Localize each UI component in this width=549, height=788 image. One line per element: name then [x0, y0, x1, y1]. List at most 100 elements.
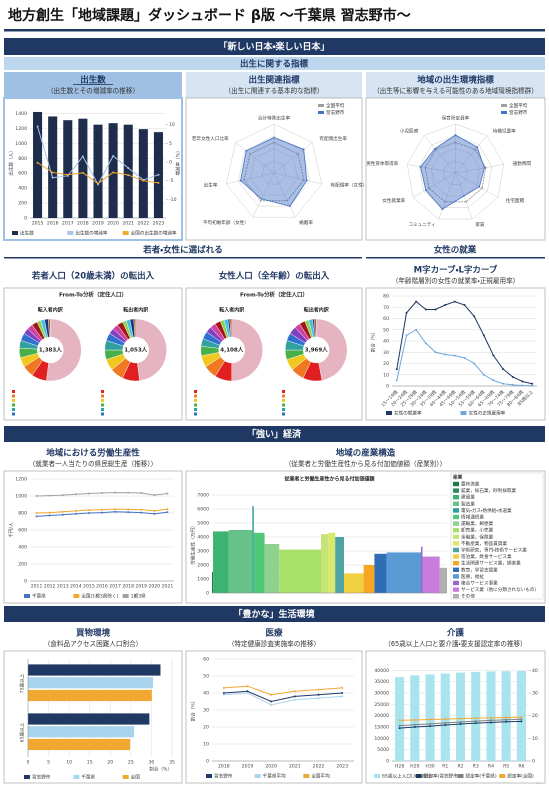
bar [440, 673, 450, 761]
point [511, 383, 514, 386]
chart-frame [185, 650, 363, 784]
legend-swatch [453, 594, 459, 599]
x-tick-label: 2017 [62, 221, 74, 227]
panel-header [4, 72, 182, 98]
point [489, 716, 492, 719]
donut-total: 4,108人 [220, 347, 243, 354]
group-title: 女性の就業 [434, 245, 477, 256]
point [48, 494, 51, 497]
y-tick-label: 600 [18, 528, 27, 534]
bar [63, 120, 73, 218]
bar [228, 530, 253, 593]
axis-label: 出生数（人） [8, 148, 15, 176]
panel-header [186, 72, 362, 98]
legend-swatch [122, 594, 129, 598]
bar [516, 671, 526, 761]
point [127, 491, 130, 494]
point [270, 693, 273, 696]
y-tick-label: 5000 [197, 521, 209, 527]
point [474, 722, 477, 725]
panel-title: 女性人口（全年齢）の転出入 [219, 271, 330, 282]
grid-ring [431, 148, 480, 197]
bar [471, 671, 481, 761]
point [273, 141, 275, 144]
point [114, 510, 117, 513]
point [419, 165, 422, 168]
point [293, 698, 296, 701]
panel-subtitle: （出生に関連する基本的な指標） [225, 86, 324, 95]
legend-label: 出生数の増減率 [75, 230, 108, 237]
y-tick-label: 50 [203, 674, 209, 680]
bar [253, 532, 265, 593]
point [489, 719, 492, 722]
point [270, 703, 273, 706]
point [444, 304, 447, 306]
point [246, 690, 249, 693]
point [476, 146, 479, 149]
panel-title: 地域の出生環境指標 [417, 75, 494, 86]
x-tick-label: 20 [107, 760, 113, 766]
point [483, 166, 486, 169]
legend-label: 情報通信業 [461, 514, 484, 521]
legend-label: 女性の正規雇用率 [469, 410, 506, 417]
spoke [273, 142, 313, 174]
point [246, 692, 249, 694]
point [453, 300, 456, 303]
point [66, 173, 69, 176]
point [87, 512, 90, 514]
chart-frame [3, 470, 183, 604]
donut-slice [231, 318, 263, 382]
legend-label: 千葉県平均 [263, 773, 286, 780]
legend-label: 教育，学習支援業 [461, 566, 498, 573]
point [36, 125, 39, 128]
point [127, 166, 130, 169]
point [249, 153, 251, 155]
legend-label: 農林漁業 [461, 481, 480, 488]
y-tick-label: 400 [18, 545, 27, 551]
legend-swatch [318, 104, 324, 107]
bar [108, 123, 118, 218]
legend-swatch [318, 111, 324, 114]
spoke [423, 135, 456, 174]
point [243, 178, 246, 181]
legend-label: その他 [461, 593, 475, 600]
legend-swatch [453, 567, 459, 572]
point [245, 149, 248, 152]
point [454, 134, 457, 136]
point [531, 384, 534, 387]
point [153, 512, 156, 515]
point [473, 362, 476, 365]
bar [28, 713, 150, 725]
point [424, 342, 427, 345]
legend-label: 学術研究，専門・技術サービス業 [461, 547, 527, 554]
x-tick-label: 2013 [57, 584, 69, 590]
y2-tick-label: 10 [532, 736, 538, 742]
legend-swatch [415, 774, 422, 778]
y-tick-label: 60 [203, 657, 209, 663]
y-tick-label: 5000 [377, 747, 389, 753]
x-tick-label: 2020 [149, 584, 161, 590]
point [51, 171, 54, 174]
legend-label: 65歳以上人口(人口推計) [382, 773, 433, 780]
y2-tick-label: -10 [169, 197, 177, 203]
grid-ring [406, 123, 505, 220]
legend-swatch [499, 774, 506, 778]
bar [344, 573, 364, 593]
panel-title: 買物環境 [76, 628, 111, 639]
y-tick-label: 2000 [197, 563, 209, 569]
legend-swatch [282, 399, 285, 402]
x-tick-label: 30 [148, 760, 154, 766]
legend-swatch [12, 408, 15, 411]
point [465, 200, 467, 203]
grid-ring [249, 148, 299, 196]
point [35, 495, 38, 497]
y-tick-label: 3000 [197, 549, 209, 555]
y-tick-label: 10000 [374, 736, 389, 742]
legend-label: 宿泊業，飲食サービス業 [461, 553, 512, 560]
point [157, 173, 160, 176]
donut-label: 転入者内訳 [219, 307, 245, 314]
legend-swatch [282, 412, 285, 416]
point [222, 692, 225, 694]
bar [328, 532, 336, 593]
x-tick-label: 2021 [289, 764, 301, 770]
